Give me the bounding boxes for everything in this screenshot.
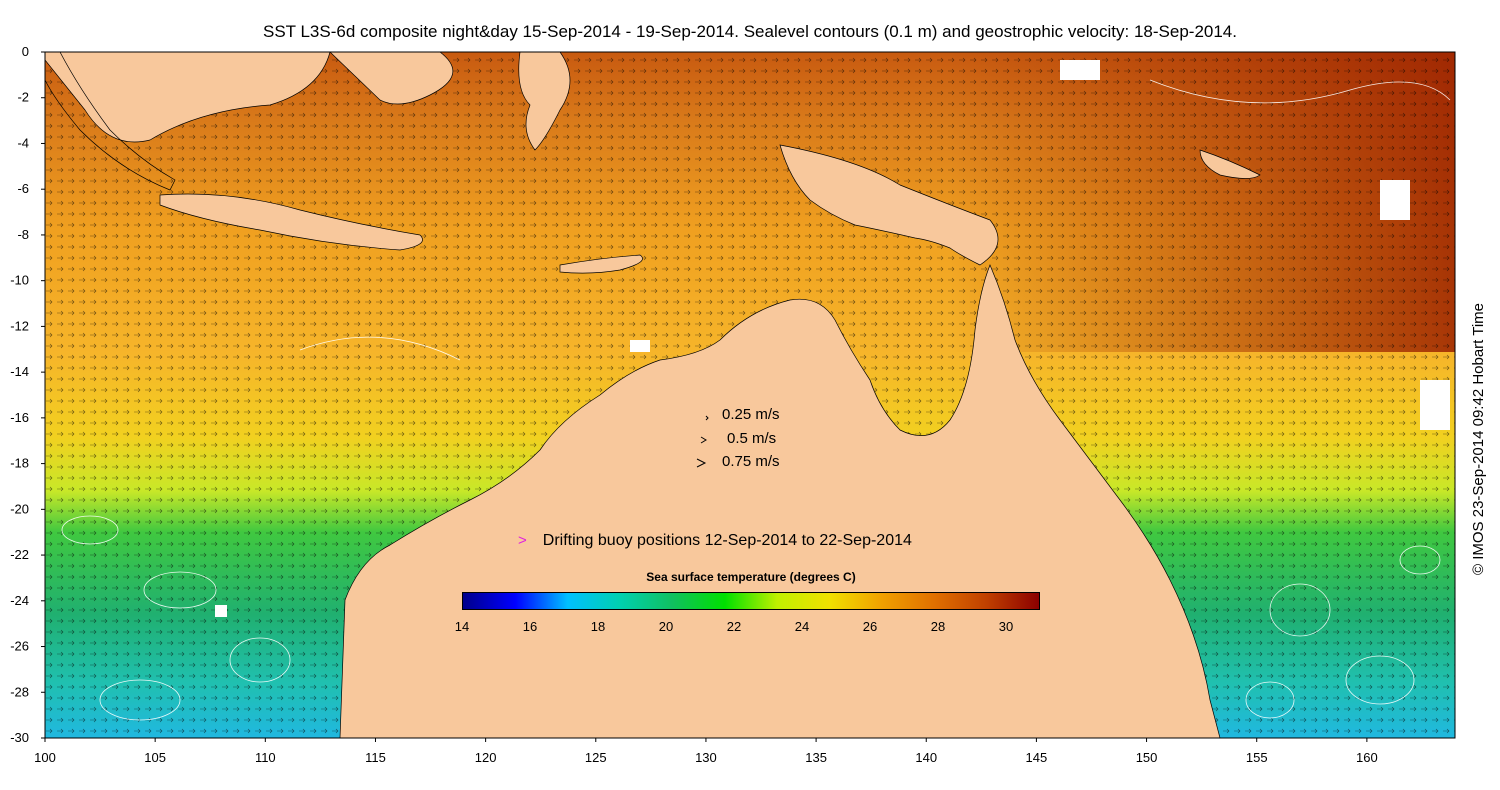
colorbar-tick-label: 28: [930, 619, 946, 634]
land-sumatra-malaya: [45, 52, 331, 143]
y-tick-label: -30: [10, 730, 29, 745]
y-tick-label: -22: [10, 547, 29, 562]
colorbar: [462, 592, 1040, 610]
y-tick-label: -8: [17, 227, 29, 242]
y-tick-label: -10: [10, 273, 29, 288]
land-timor: [559, 254, 643, 274]
landmass: [45, 52, 1261, 738]
x-tick-label: 135: [805, 750, 827, 765]
y-tick-label: -2: [17, 90, 29, 105]
plot-frame: [44, 51, 1456, 739]
colorbar-tick-label: 26: [862, 619, 878, 634]
x-tick-label: 155: [1246, 750, 1268, 765]
cloud-gaps: [215, 60, 1450, 617]
velocity-scale-025: 0.25 m/s: [722, 406, 780, 423]
land-new-britain: [1199, 149, 1261, 179]
map-title: SST L3S-6d composite night&day 15-Sep-20…: [263, 22, 1237, 41]
y-tick-label: -14: [10, 364, 29, 379]
land-new-guinea: [779, 144, 999, 266]
x-tick-label: 125: [585, 750, 607, 765]
x-tick-label: 150: [1136, 750, 1158, 765]
buoy-marker-icon: >: [518, 532, 527, 549]
velocity-scale-075: 0.75 m/s: [722, 453, 780, 470]
land-java: [159, 193, 423, 251]
colorbar-tick-label: 22: [726, 619, 742, 634]
y-tick-label: -4: [17, 135, 29, 150]
y-tick-label: -26: [10, 639, 29, 654]
velocity-scale-05: 0.5 m/s: [727, 430, 777, 447]
land-sulawesi: [518, 52, 571, 151]
land-sumatra-south: [45, 52, 176, 191]
land-borneo: [329, 52, 454, 105]
buoy-legend: > Drifting buoy positions 12-Sep-2014 to …: [518, 532, 912, 550]
x-tick-label: 140: [915, 750, 937, 765]
x-tick-label: 130: [695, 750, 717, 765]
x-tick-label: 145: [1026, 750, 1048, 765]
y-tick-label: -24: [10, 593, 29, 608]
x-axis: 100 105 110 115 120 125 130 135 140 145 150 155 160: [34, 738, 1378, 765]
y-tick-label: -16: [10, 410, 29, 425]
y-tick-label: -12: [10, 318, 29, 333]
velocity-scale-arrows: [696, 415, 709, 468]
colorbar-tick-label: 24: [794, 619, 810, 634]
x-tick-label: 115: [365, 750, 386, 765]
y-axis: 0 -2 -4 -6 -8 -10 -12 -14 -16 -18 -20 -22 -24 -26 -28 -…: [10, 44, 45, 745]
x-tick-label: 160: [1356, 750, 1378, 765]
colorbar-tick-label: 20: [658, 619, 674, 634]
credit-text: © IMOS 23-Sep-2014 09:42 Hobart Time: [1470, 302, 1487, 575]
x-tick-label: 100: [34, 750, 56, 765]
colorbar-title: Sea surface temperature (degrees C): [646, 570, 856, 584]
x-tick-label: 120: [475, 750, 497, 765]
x-tick-label: 105: [144, 750, 166, 765]
y-tick-label: -20: [10, 501, 29, 516]
colorbar-tick-label: 30: [998, 619, 1014, 634]
colorbar-tick-label: 14: [454, 619, 470, 634]
y-tick-label: -18: [10, 456, 29, 471]
y-tick-label: -6: [17, 181, 29, 196]
buoy-legend-label: Drifting buoy positions 12-Sep-2014 to 2…: [542, 532, 912, 549]
y-tick-label: -28: [10, 684, 29, 699]
sealevel-contours: [61, 79, 1451, 721]
colorbar-tick-label: 16: [522, 619, 538, 634]
y-tick-label: 0: [22, 44, 29, 59]
land-australia: [339, 264, 1221, 738]
colorbar-tick-label: 18: [590, 619, 606, 634]
x-tick-label: 110: [255, 750, 276, 765]
